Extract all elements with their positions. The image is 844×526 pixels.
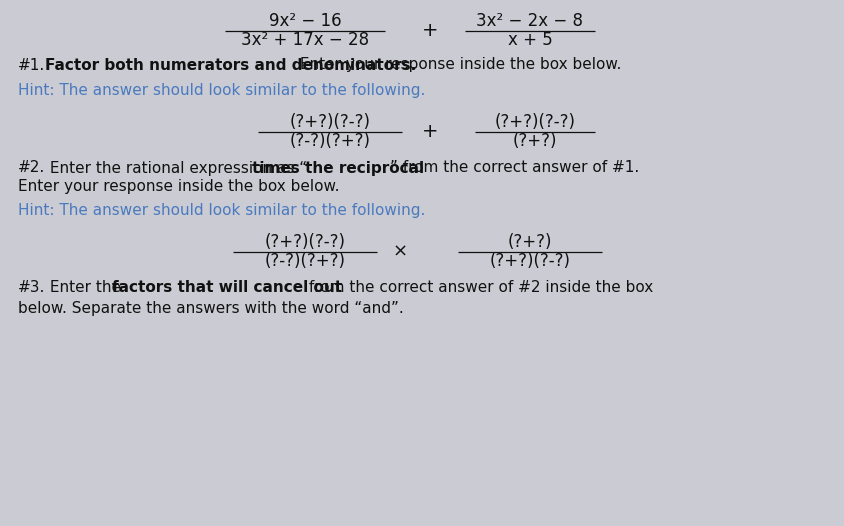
- Text: (?+?): (?+?): [507, 233, 552, 251]
- Text: Factor both numerators and denominators.: Factor both numerators and denominators.: [45, 57, 416, 73]
- Text: (?+?)(?-?): (?+?)(?-?): [289, 113, 370, 131]
- Text: (?+?)(?-?): (?+?)(?-?): [264, 233, 345, 251]
- Text: Enter your response inside the box below.: Enter your response inside the box below…: [295, 57, 620, 73]
- Text: (?+?)(?-?): (?+?)(?-?): [494, 113, 575, 131]
- Text: 9x² − 16: 9x² − 16: [268, 12, 341, 30]
- Text: Enter your response inside the box below.: Enter your response inside the box below…: [18, 178, 339, 194]
- Text: (?-?)(?+?): (?-?)(?+?): [289, 132, 370, 150]
- Text: 3x² − 2x − 8: 3x² − 2x − 8: [476, 12, 583, 30]
- Text: #2.: #2.: [18, 160, 46, 176]
- Text: +: +: [421, 21, 438, 40]
- Text: Hint: The answer should look similar to the following.: Hint: The answer should look similar to …: [18, 204, 425, 218]
- Text: below. Separate the answers with the word “and”.: below. Separate the answers with the wor…: [18, 300, 403, 316]
- Text: ” from the correct answer of #1.: ” from the correct answer of #1.: [390, 160, 639, 176]
- Text: x + 5: x + 5: [507, 31, 552, 49]
- Text: factors that will cancel out: factors that will cancel out: [112, 280, 342, 296]
- Text: (?-?)(?+?): (?-?)(?+?): [264, 252, 345, 270]
- Text: 3x² + 17x − 28: 3x² + 17x − 28: [241, 31, 369, 49]
- Text: (?+?): (?+?): [512, 132, 556, 150]
- Text: Hint: The answer should look similar to the following.: Hint: The answer should look similar to …: [18, 83, 425, 97]
- Text: from the correct answer of #2 inside the box: from the correct answer of #2 inside the…: [304, 280, 652, 296]
- Text: #1.: #1.: [18, 57, 46, 73]
- Text: ×: ×: [392, 242, 407, 260]
- Text: (?+?)(?-?): (?+?)(?-?): [489, 252, 570, 270]
- Text: +: +: [421, 122, 438, 141]
- Text: times the reciprocal: times the reciprocal: [252, 160, 424, 176]
- Text: Enter the: Enter the: [45, 280, 126, 296]
- Text: #3.: #3.: [18, 280, 46, 296]
- Text: Enter the rational expression as “: Enter the rational expression as “: [45, 160, 306, 176]
